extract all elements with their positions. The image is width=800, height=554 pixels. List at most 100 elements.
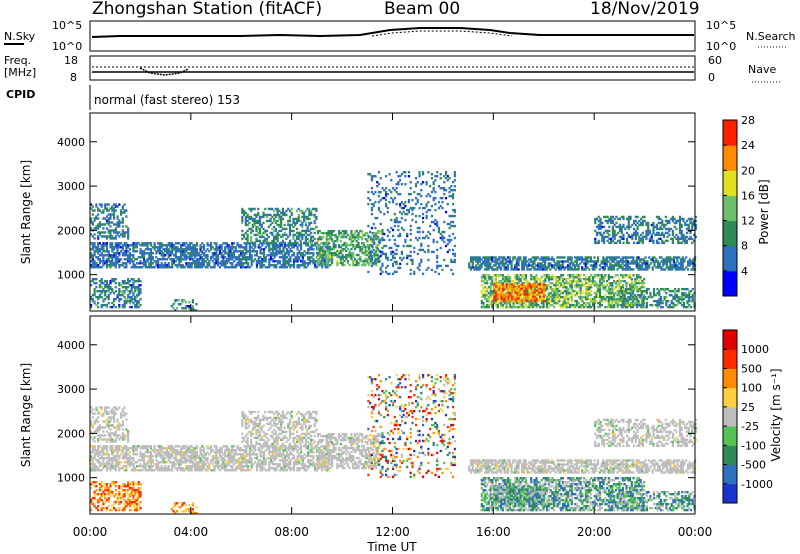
power-cell: [591, 281, 595, 285]
power-cell: [607, 256, 610, 259]
power-cell: [692, 262, 695, 265]
power-cell: [610, 215, 613, 219]
power-cell: [625, 258, 628, 261]
power-cell: [350, 255, 353, 259]
power-cell: [273, 239, 276, 243]
power-cell: [155, 246, 158, 249]
power-cell: [692, 223, 696, 227]
power-cell: [369, 235, 372, 239]
power-cell: [509, 297, 512, 300]
power-cell: [570, 279, 573, 283]
power-cell: [496, 266, 499, 269]
power-cell: [588, 297, 591, 301]
power-cell: [574, 293, 577, 297]
power-cell: [384, 204, 388, 208]
power-cell: [640, 239, 643, 243]
power-cell: [186, 305, 189, 308]
power-cell: [276, 237, 279, 241]
power-cell: [686, 264, 690, 267]
power-cell: [568, 276, 572, 279]
power-cell: [192, 260, 195, 263]
power-cell: [682, 235, 685, 239]
power-cell: [369, 237, 372, 241]
power-cell: [581, 283, 584, 287]
power-cell: [692, 219, 696, 223]
power-cell: [299, 231, 302, 235]
power-cell: [280, 250, 283, 253]
power-cell: [484, 281, 487, 285]
power-cell: [248, 246, 251, 249]
power-cell: [172, 248, 176, 251]
power-cell: [142, 262, 146, 265]
power-cell: [123, 203, 126, 206]
power-cell: [618, 225, 622, 229]
power-cell: [609, 264, 612, 267]
power-cell: [257, 227, 260, 231]
power-cell: [139, 256, 142, 259]
power-cell: [102, 242, 105, 245]
power-cell: [137, 301, 140, 305]
power-cell: [517, 299, 520, 303]
power-cell: [612, 258, 615, 261]
power-cell: [547, 256, 550, 259]
power-cell: [303, 254, 306, 257]
power-cell: [586, 260, 589, 263]
power-cell: [271, 246, 274, 249]
power-cell: [598, 293, 602, 297]
power-cell: [639, 285, 642, 289]
power-cell: [622, 225, 625, 229]
power-cell: [525, 295, 528, 298]
power-cell: [123, 252, 126, 255]
power-cell: [427, 200, 430, 204]
power-cell: [600, 278, 603, 281]
power-cell: [533, 293, 537, 296]
power-cell: [321, 260, 324, 263]
power-cell: [377, 190, 381, 194]
power-cell: [218, 244, 221, 247]
power-cell: [91, 293, 94, 297]
power-cell: [639, 260, 642, 263]
power-cell: [514, 281, 517, 285]
power-cell: [339, 259, 342, 263]
power-cell: [482, 301, 485, 305]
power-cell: [181, 248, 184, 251]
power-cell: [245, 244, 248, 247]
power-cell: [93, 291, 96, 295]
power-cell: [637, 256, 640, 259]
power-cell: [364, 253, 367, 257]
power-cell: [628, 283, 632, 287]
power-cell: [596, 256, 600, 259]
power-cell: [372, 222, 375, 226]
power-cell: [491, 289, 494, 293]
power-cell: [622, 303, 626, 307]
power-cell: [114, 209, 117, 212]
power-cell: [616, 299, 619, 303]
power-cell: [551, 299, 554, 303]
power-cell: [485, 268, 488, 271]
power-cell: [482, 279, 485, 283]
power-cell: [634, 215, 637, 219]
power-cell: [277, 260, 280, 263]
power-cell: [635, 260, 638, 263]
power-cell: [507, 305, 510, 309]
power-cell: [310, 235, 313, 239]
power-cell: [642, 258, 645, 261]
power-cell: [407, 171, 411, 174]
power-cell: [691, 223, 694, 227]
power-cell: [109, 287, 112, 291]
power-cell: [139, 289, 142, 293]
power-cell: [238, 256, 241, 259]
power-cell: [247, 264, 250, 267]
power-cell: [274, 235, 277, 239]
power-cell: [107, 293, 110, 297]
power-cell: [584, 293, 588, 297]
power-cell: [125, 299, 128, 303]
power-cell: [518, 291, 521, 294]
power-cell: [639, 281, 642, 285]
power-cell: [416, 238, 419, 242]
power-cell: [572, 305, 575, 309]
power-cell: [506, 268, 510, 271]
power-cell: [187, 266, 190, 269]
power-cell: [683, 260, 686, 263]
power-cell: [174, 250, 177, 253]
